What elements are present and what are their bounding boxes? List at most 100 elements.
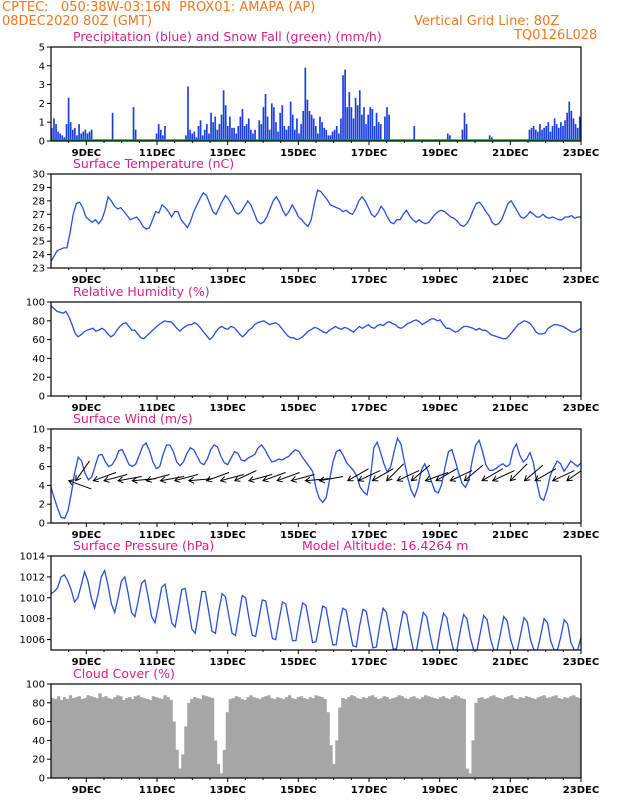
precip-bar <box>206 124 208 141</box>
temp-frame <box>50 173 582 269</box>
cloud-bar <box>317 696 321 778</box>
cloud-bar <box>572 695 576 778</box>
pres-xtick-label: 13DEC <box>209 657 245 668</box>
precip-frame <box>50 46 582 142</box>
precip-bar <box>281 105 284 141</box>
temp-xtick-label: 9DEC <box>72 275 101 286</box>
wind-arrow <box>219 474 244 483</box>
cloud-bar <box>388 699 392 778</box>
precip-bar <box>289 101 292 141</box>
cloud-bar <box>498 698 502 778</box>
cloud-bar <box>397 695 401 778</box>
cloud-bar <box>320 697 324 778</box>
temp-panel: Surface Temperature (nC) 23 24 25 26 27 28 29 30… <box>32 156 599 286</box>
wind-arrow <box>304 476 330 484</box>
cloud-bar <box>545 698 549 778</box>
rh-ytick-label: 0 <box>39 392 45 403</box>
precip-panel: Precipitation (blue) and Snow Fall (gree… <box>39 29 600 159</box>
precip-bar <box>375 112 378 141</box>
temp-ytick-label: 28 <box>32 196 45 207</box>
precip-bar <box>191 133 194 141</box>
temp-ytick-label: 26 <box>32 223 45 234</box>
precip-bar <box>302 110 305 141</box>
precip-bar <box>243 125 246 141</box>
cloud-bar <box>474 702 478 778</box>
cloud-bar <box>530 698 535 778</box>
cloud-bar <box>370 695 375 778</box>
cloud-ytick-label: 40 <box>32 736 45 747</box>
temp-title: Surface Temperature (nC) <box>73 156 234 171</box>
cloud-bar <box>204 696 209 778</box>
precip-bar <box>268 129 271 141</box>
wind-arrow <box>357 470 381 482</box>
wind-xtick-label: 23DEC <box>563 530 599 541</box>
cloud-bar <box>116 695 120 778</box>
cloud-bar <box>225 712 230 778</box>
cloud-bar <box>332 763 336 778</box>
precip-bar <box>294 129 296 141</box>
cloud-bar <box>119 696 123 778</box>
cloud-bar <box>400 696 404 778</box>
cloud-bar <box>373 697 378 778</box>
cloud-bar <box>557 698 561 778</box>
cloud-bar <box>172 721 176 778</box>
precip-bar <box>361 114 363 141</box>
precip-bar <box>258 120 261 141</box>
cloud-bar <box>101 697 105 778</box>
cloud-bar <box>240 699 244 778</box>
precip-bar <box>277 131 279 141</box>
wind-arrow <box>173 474 199 483</box>
precip-bar <box>528 129 531 141</box>
precip-bar <box>218 124 221 141</box>
cloud-ytick-label: 0 <box>39 774 45 785</box>
cloud-bar <box>551 696 555 778</box>
precip-bar <box>461 129 464 141</box>
cloud-bar <box>110 699 114 778</box>
pres-ytick-label: 1006 <box>20 635 45 646</box>
precip-bar <box>275 122 277 141</box>
precip-bar <box>296 118 298 141</box>
precip-bar <box>164 125 166 141</box>
precip-bar <box>346 107 349 141</box>
precip-bar <box>159 129 162 141</box>
wind-xtick-label: 9DEC <box>72 530 101 541</box>
pres-xtick-label: 11DEC <box>139 657 175 668</box>
cloud-bar <box>418 699 422 778</box>
wind-arrow <box>103 474 128 483</box>
rh-xtick-label: 23DEC <box>563 403 599 414</box>
precip-bar <box>229 116 231 141</box>
cloud-bar <box>506 696 511 778</box>
precip-bar <box>576 127 579 141</box>
cloud-bar <box>267 695 271 778</box>
pres-xtick-label: 23DEC <box>563 657 599 668</box>
cloud-bar <box>412 696 416 778</box>
precip-bar <box>132 107 135 141</box>
cloud-bar <box>53 699 58 778</box>
precip-bar <box>63 137 66 141</box>
pres-subtitle: Model Altitude: 16.4264 m <box>302 538 468 553</box>
precip-bar <box>78 124 80 141</box>
cloud-bar <box>216 763 221 778</box>
cloud-bar <box>444 698 449 778</box>
cloud-bar <box>480 697 484 778</box>
wind-arrow <box>580 464 581 482</box>
cloud-bar <box>435 699 440 778</box>
cloud-bar <box>376 699 381 778</box>
wind-plot-area <box>51 436 581 520</box>
cloud-bar <box>512 698 517 778</box>
precip-xtick-label: 17DEC <box>351 148 387 159</box>
precip-ytick-label: 5 <box>39 43 45 54</box>
cloud-bar <box>273 699 277 778</box>
cloud-bar <box>154 697 158 778</box>
cloud-bar <box>219 773 224 778</box>
cloud-bar <box>86 695 90 778</box>
cloud-bar <box>261 697 265 778</box>
precip-bar <box>560 122 562 141</box>
cloud-bar <box>276 697 280 778</box>
precip-bar <box>291 114 294 141</box>
cloud-bar <box>518 697 523 778</box>
precip-bar <box>310 114 313 141</box>
precip-bar <box>157 124 160 141</box>
precip-bar <box>55 124 57 141</box>
cloud-bar <box>504 697 508 778</box>
